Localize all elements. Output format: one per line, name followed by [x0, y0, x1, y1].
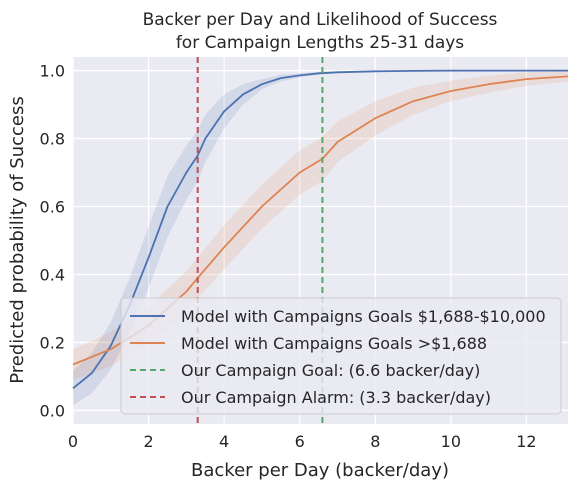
- y-tick-labels: 0.0 0.2 0.4 0.6 0.8 1.0: [40, 62, 65, 421]
- x-tick-label-4: 8: [370, 432, 380, 451]
- x-tick-label-3: 6: [295, 432, 305, 451]
- legend-entry-4: Our Campaign Alarm: (3.3 backer/day): [181, 388, 491, 407]
- y-tick-label-5: 1.0: [40, 62, 65, 81]
- x-tick-label-2: 4: [219, 432, 229, 451]
- chart-title-line-2: for Campaign Lengths 25-31 days: [176, 33, 464, 53]
- y-tick-label-4: 0.8: [40, 130, 65, 149]
- chart-title-line-1: Backer per Day and Likelihood of Success: [143, 10, 498, 30]
- legend: Model with Campaigns Goals $1,688-$10,00…: [120, 297, 562, 415]
- y-axis-label: Predicted probability of Success: [7, 96, 28, 384]
- y-tick-label-0: 0.0: [40, 401, 65, 420]
- y-tick-label-3: 0.6: [40, 198, 65, 217]
- legend-entry-2: Model with Campaigns Goals >$1,688: [181, 334, 487, 353]
- legend-entry-1: Model with Campaigns Goals $1,688-$10,00…: [181, 307, 546, 326]
- y-tick-label-1: 0.2: [40, 333, 65, 352]
- legend-box: [120, 297, 562, 415]
- x-tick-label-5: 10: [441, 432, 461, 451]
- x-tick-label-1: 2: [143, 432, 153, 451]
- x-axis-label: Backer per Day (backer/day): [191, 460, 449, 481]
- series-line-0: [72, 69, 568, 389]
- x-tick-label-6: 12: [516, 432, 536, 451]
- legend-entry-3: Our Campaign Goal: (6.6 backer/day): [181, 361, 480, 380]
- x-tick-labels: 0 2 4 6 8 10 12: [68, 432, 537, 451]
- x-tick-label-0: 0: [68, 432, 78, 451]
- y-tick-label-2: 0.4: [40, 265, 65, 284]
- confidence-band-0: [73, 70, 568, 406]
